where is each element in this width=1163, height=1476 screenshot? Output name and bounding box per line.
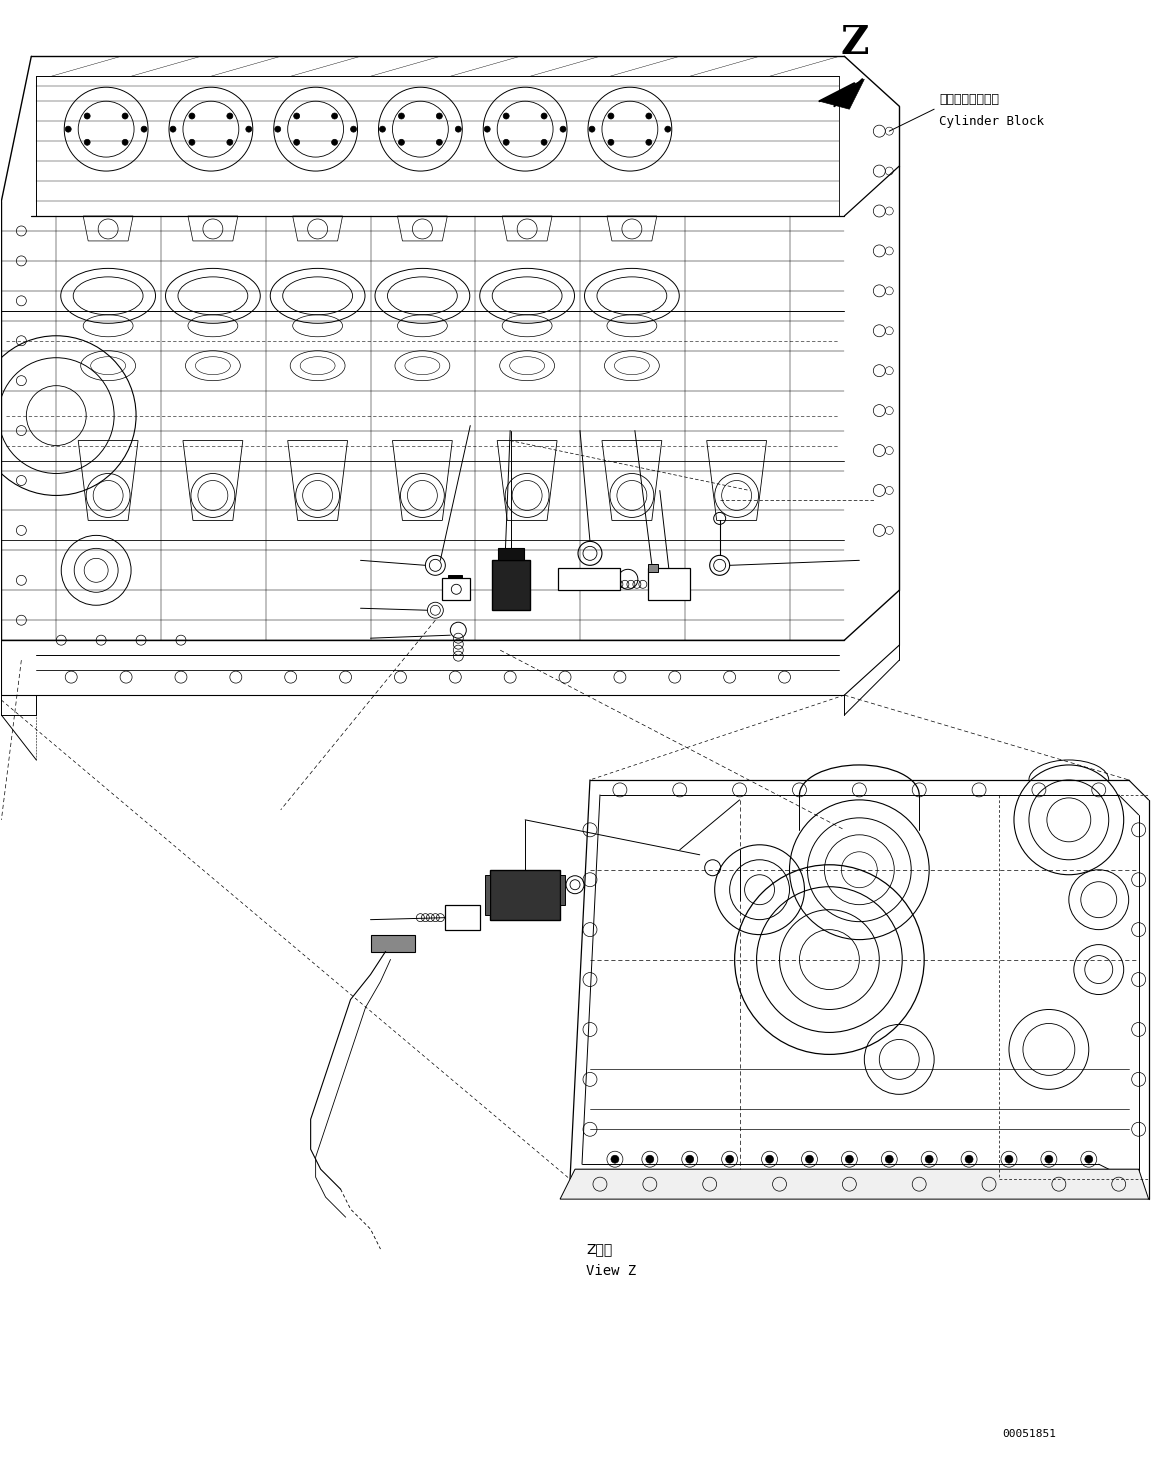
- Circle shape: [926, 1156, 933, 1163]
- Circle shape: [170, 125, 176, 133]
- Text: Cylinder Block: Cylinder Block: [940, 115, 1044, 128]
- Circle shape: [245, 125, 251, 133]
- Polygon shape: [648, 564, 658, 573]
- Circle shape: [1085, 1156, 1093, 1163]
- Circle shape: [436, 139, 442, 145]
- Circle shape: [541, 139, 547, 145]
- Circle shape: [686, 1156, 694, 1163]
- Circle shape: [84, 139, 91, 145]
- Circle shape: [608, 114, 614, 120]
- Circle shape: [885, 1156, 893, 1163]
- Circle shape: [726, 1156, 734, 1163]
- Circle shape: [331, 139, 337, 145]
- Circle shape: [1005, 1156, 1013, 1163]
- Polygon shape: [448, 576, 462, 579]
- Circle shape: [547, 884, 559, 896]
- Circle shape: [122, 114, 128, 120]
- Polygon shape: [561, 875, 565, 905]
- Circle shape: [188, 139, 195, 145]
- Polygon shape: [371, 934, 415, 952]
- Circle shape: [84, 114, 91, 120]
- Circle shape: [1044, 1156, 1053, 1163]
- Circle shape: [379, 125, 385, 133]
- Circle shape: [965, 1156, 973, 1163]
- Polygon shape: [442, 579, 470, 601]
- Circle shape: [611, 1156, 619, 1163]
- Circle shape: [227, 139, 233, 145]
- Polygon shape: [498, 549, 525, 561]
- Text: Z　視: Z 視: [586, 1241, 612, 1256]
- Text: シリンダブロック: シリンダブロック: [940, 93, 999, 106]
- Circle shape: [491, 884, 504, 896]
- Circle shape: [645, 1156, 654, 1163]
- Polygon shape: [820, 80, 864, 109]
- Circle shape: [436, 114, 442, 120]
- Polygon shape: [492, 561, 530, 610]
- Circle shape: [806, 1156, 813, 1163]
- Circle shape: [588, 125, 595, 133]
- Circle shape: [504, 139, 509, 145]
- Polygon shape: [561, 1169, 1149, 1199]
- Circle shape: [350, 125, 357, 133]
- Text: Z: Z: [840, 24, 869, 62]
- Circle shape: [294, 139, 300, 145]
- Circle shape: [274, 125, 280, 133]
- Circle shape: [399, 139, 405, 145]
- Circle shape: [455, 125, 462, 133]
- Circle shape: [141, 125, 147, 133]
- Circle shape: [294, 114, 300, 120]
- Polygon shape: [558, 568, 620, 590]
- Circle shape: [484, 125, 491, 133]
- Circle shape: [541, 114, 547, 120]
- Circle shape: [645, 139, 651, 145]
- Circle shape: [227, 114, 233, 120]
- Circle shape: [331, 114, 337, 120]
- Circle shape: [504, 114, 509, 120]
- Polygon shape: [445, 905, 480, 930]
- Circle shape: [645, 114, 651, 120]
- Circle shape: [765, 1156, 773, 1163]
- Polygon shape: [485, 875, 491, 915]
- Circle shape: [561, 125, 566, 133]
- Circle shape: [122, 139, 128, 145]
- Polygon shape: [491, 869, 561, 920]
- Circle shape: [188, 114, 195, 120]
- Circle shape: [65, 125, 71, 133]
- Circle shape: [608, 139, 614, 145]
- Polygon shape: [648, 568, 690, 601]
- Circle shape: [665, 125, 671, 133]
- Text: 00051851: 00051851: [1003, 1429, 1056, 1439]
- Circle shape: [846, 1156, 854, 1163]
- Circle shape: [399, 114, 405, 120]
- Text: View Z: View Z: [586, 1263, 636, 1278]
